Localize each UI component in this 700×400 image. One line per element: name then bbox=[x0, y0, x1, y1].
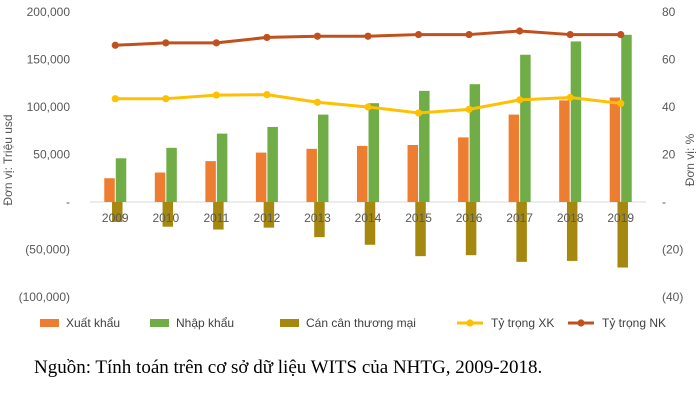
bar-nhap-khau bbox=[570, 41, 582, 203]
bar-can-can bbox=[112, 202, 123, 222]
line-point-ty-trong-xk bbox=[212, 91, 220, 99]
line-point-ty-trong-xk bbox=[566, 93, 574, 102]
x-category-label: 2013 bbox=[304, 211, 331, 225]
x-category-label: 2009 bbox=[102, 211, 129, 225]
left-tick-label: 150,000 bbox=[27, 53, 71, 67]
line-point-ty-trong-xk bbox=[617, 99, 625, 108]
right-axis-title: Đơn vị: % bbox=[683, 133, 697, 186]
bar-nhap-khau bbox=[216, 133, 228, 202]
bar-xuat-khau bbox=[559, 100, 570, 202]
bar-nhap-khau bbox=[115, 158, 127, 202]
bar-can-can bbox=[263, 202, 275, 228]
line-point-ty-trong-nk bbox=[313, 32, 322, 40]
bar-xuat-khau bbox=[104, 178, 115, 202]
bar-can-can bbox=[617, 202, 628, 268]
left-tick-label: 200,000 bbox=[27, 5, 71, 19]
legend-swatch bbox=[280, 319, 299, 327]
bar-can-can bbox=[516, 202, 527, 262]
line-point-ty-trong-xk bbox=[263, 91, 271, 99]
bar-xuat-khau bbox=[154, 172, 166, 202]
bar-can-can bbox=[162, 202, 174, 227]
bar-xuat-khau bbox=[205, 161, 216, 202]
x-category-label: 2015 bbox=[405, 211, 432, 225]
legend-swatch-marker bbox=[466, 319, 474, 327]
bar-nhap-khau bbox=[166, 147, 177, 202]
line-point-ty-trong-xk bbox=[414, 109, 423, 117]
right-tick-label: 80 bbox=[662, 5, 676, 19]
x-category-label: 2014 bbox=[355, 211, 382, 225]
bar-nhap-khau bbox=[419, 90, 430, 202]
bar-can-can bbox=[314, 202, 325, 238]
left-tick-label: (50,000) bbox=[25, 243, 70, 257]
line-point-ty-trong-nk bbox=[566, 30, 574, 39]
legend-swatch-marker bbox=[577, 319, 585, 327]
line-point-ty-trong-nk bbox=[364, 32, 372, 40]
bar-xuat-khau bbox=[306, 148, 317, 202]
bar-xuat-khau bbox=[458, 137, 469, 202]
right-tick-label: (40) bbox=[662, 290, 683, 304]
bar-can-can bbox=[465, 202, 477, 256]
bar-xuat-khau bbox=[508, 114, 520, 202]
line-point-ty-trong-nk bbox=[263, 33, 271, 42]
x-category-label: 2018 bbox=[557, 211, 584, 225]
bar-xuat-khau bbox=[357, 145, 368, 202]
left-tick-label: - bbox=[66, 195, 70, 209]
line-point-ty-trong-nk bbox=[414, 30, 423, 39]
source-note: Nguồn: Tính toán trên cơ sở dữ liệu WITS… bbox=[34, 357, 543, 378]
left-axis-title: Đơn vị: Triệu usd bbox=[1, 114, 15, 205]
line-point-ty-trong-nk bbox=[465, 30, 473, 39]
bar-nhap-khau bbox=[520, 54, 531, 202]
legend-label: Tỷ trọng NK bbox=[602, 316, 666, 330]
combo-chart: 200,000 150,000 100,000 50,000 - (50,000) (100… bbox=[1, 5, 697, 330]
x-category-label: 2012 bbox=[254, 211, 281, 225]
line-point-ty-trong-xk bbox=[516, 96, 524, 104]
x-category-label: 2016 bbox=[456, 211, 483, 225]
right-tick-label: 40 bbox=[662, 100, 676, 114]
right-tick-label: - bbox=[662, 195, 666, 209]
right-tick-label: (20) bbox=[662, 243, 683, 257]
bar-nhap-khau bbox=[317, 114, 329, 202]
bar-xuat-khau bbox=[255, 152, 267, 202]
legend-label: Xuất khẩu bbox=[66, 316, 120, 330]
line-point-ty-trong-nk bbox=[111, 41, 119, 49]
truncated-text-fragment bbox=[30, 392, 330, 400]
line-point-ty-trong-xk bbox=[364, 103, 372, 111]
x-category-label: 2019 bbox=[607, 211, 634, 225]
bar-can-can bbox=[415, 202, 426, 257]
x-category-label: 2010 bbox=[152, 211, 179, 225]
line-point-ty-trong-xk bbox=[465, 105, 473, 113]
line-point-ty-trong-nk bbox=[162, 39, 170, 47]
legend-label: Tỷ trọng XK bbox=[491, 316, 554, 330]
left-tick-label: 100,000 bbox=[27, 100, 71, 114]
legend-swatch bbox=[150, 319, 169, 327]
line-point-ty-trong-nk bbox=[617, 30, 625, 39]
x-category-label: 2011 bbox=[203, 211, 229, 225]
right-tick-label: 60 bbox=[662, 53, 676, 67]
legend-swatch bbox=[40, 319, 59, 327]
x-category-label: 2017 bbox=[506, 211, 533, 225]
right-tick-label: 20 bbox=[662, 148, 676, 162]
bar-can-can bbox=[566, 202, 578, 261]
line-point-ty-trong-nk bbox=[212, 39, 220, 47]
left-tick-label: 50,000 bbox=[33, 148, 70, 162]
bar-xuat-khau bbox=[609, 97, 621, 202]
bar-nhap-khau bbox=[469, 84, 481, 202]
line-point-ty-trong-xk bbox=[162, 95, 170, 103]
bar-nhap-khau bbox=[621, 34, 632, 202]
bar-nhap-khau bbox=[267, 126, 278, 202]
left-tick-label: (100,000) bbox=[19, 290, 70, 304]
bar-can-can bbox=[364, 202, 376, 245]
legend-label: Nhập khẩu bbox=[176, 316, 234, 330]
line-point-ty-trong-xk bbox=[313, 98, 322, 106]
bar-nhap-khau bbox=[368, 103, 379, 202]
line-point-ty-trong-xk bbox=[111, 95, 119, 103]
line-point-ty-trong-nk bbox=[516, 27, 524, 35]
chart-canvas: 200,000 150,000 100,000 50,000 - (50,000) (100… bbox=[1, 5, 697, 330]
bar-can-can bbox=[213, 202, 224, 230]
bar-xuat-khau bbox=[407, 145, 419, 202]
legend-label: Cán cân thương mại bbox=[306, 316, 416, 330]
